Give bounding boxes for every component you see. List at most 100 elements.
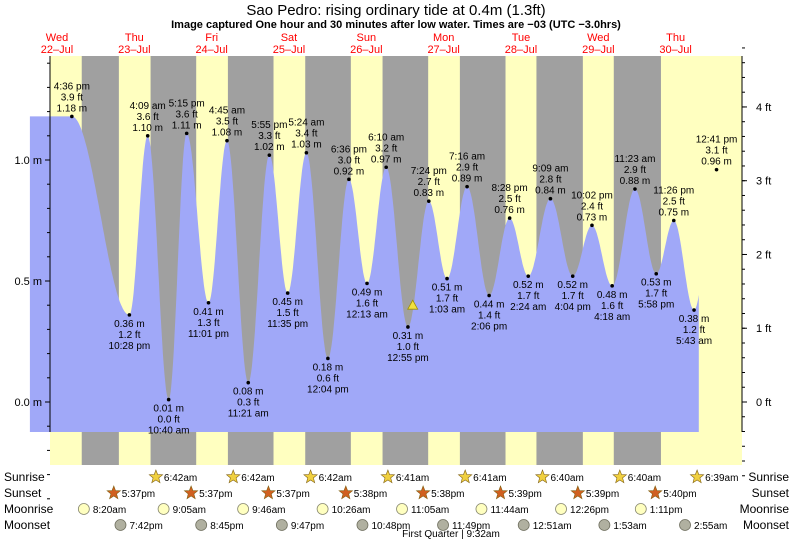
- high-tide-time: 4:09 am: [130, 101, 166, 112]
- row-label-moonset-right: Moonset: [743, 518, 790, 532]
- high-tide-point: [465, 184, 469, 189]
- high-tide-point: [590, 223, 594, 228]
- low-tide-metres: 0.36 m: [114, 319, 145, 330]
- day-date: 23–Jul: [118, 44, 150, 56]
- sunset-icon: [493, 485, 509, 500]
- moonrise-time: 11:05am: [411, 505, 449, 516]
- high-tide-metres: 0.96 m: [701, 157, 732, 168]
- moonrise-icon: [396, 503, 408, 515]
- right-tick-label: 0 ft: [756, 397, 771, 409]
- day-name: Thu: [125, 32, 144, 44]
- low-tide-point: [127, 313, 132, 317]
- moonset-icon: [195, 519, 208, 531]
- row-label-moonrise-right: Moonrise: [740, 502, 790, 516]
- chart-title: Sao Pedro: rising ordinary tide at 0.4m …: [246, 2, 545, 19]
- high-tide-metres: 0.76 m: [494, 205, 525, 216]
- sunset-icon: [338, 485, 354, 500]
- moonrise-icon: [555, 503, 567, 515]
- high-tide-point: [671, 218, 676, 223]
- sunrise-icon: [457, 469, 473, 484]
- moonrise-time: 10:26am: [332, 505, 371, 516]
- left-tick-label: 1.0 m: [14, 155, 42, 167]
- high-tide-metres: 0.89 m: [452, 174, 483, 185]
- high-tide-feet: 3.4 ft: [295, 129, 317, 140]
- low-tide-point: [526, 274, 531, 278]
- sunset-icon: [183, 485, 199, 500]
- axes: 0.0 m 0.5 m 1.0 m 0 ft 1 ft 2 ft 3 ft 4 ft: [14, 47, 771, 500]
- high-tide-feet: 3.6 ft: [176, 109, 198, 120]
- high-tide-point: [304, 150, 309, 155]
- moonrise-icon: [77, 503, 90, 515]
- left-tick-label: 0.0 m: [14, 397, 42, 409]
- high-tide-metres: 1.18 m: [57, 103, 88, 114]
- high-tide-point: [548, 196, 553, 201]
- low-tide-point: [692, 308, 696, 312]
- low-tide-metres: 0.48 m: [597, 290, 628, 301]
- high-tide-metres: 0.73 m: [577, 212, 608, 223]
- day-date: 27–Jul: [427, 44, 459, 56]
- low-tide-feet: 1.6 ft: [601, 301, 623, 312]
- low-tide-metres: 0.52 m: [513, 280, 544, 291]
- low-tide-time: 2:06 pm: [471, 322, 507, 333]
- moon-phase-label: First Quarter | 9:32am: [402, 529, 500, 539]
- high-tide-point: [714, 167, 719, 172]
- high-tide-point: [347, 177, 351, 182]
- low-tide-metres: 0.41 m: [193, 307, 224, 318]
- high-tide-time: 4:45 am: [209, 106, 245, 117]
- high-tide-feet: 2.7 ft: [418, 177, 440, 188]
- high-tide-point: [427, 199, 431, 203]
- moonset-icon: [437, 519, 449, 531]
- row-label-moonset-left: Moonset: [4, 518, 51, 532]
- moonset-icon: [517, 519, 530, 531]
- high-tide-metres: 1.03 m: [291, 140, 322, 151]
- low-tide-time: 1:03 am: [429, 305, 465, 316]
- low-tide-metres: 0.08 m: [233, 387, 264, 398]
- right-tick-label: 2 ft: [756, 249, 771, 261]
- high-tide-point: [633, 187, 637, 191]
- low-tide-time: 11:01 pm: [188, 329, 229, 340]
- high-tide-point: [145, 134, 150, 138]
- high-tide-point: [70, 114, 74, 119]
- high-tide-time: 5:15 pm: [169, 98, 205, 109]
- sunset-icon: [415, 485, 431, 500]
- low-tide-feet: 1.4 ft: [478, 311, 500, 322]
- high-tide-metres: 1.02 m: [254, 142, 285, 153]
- high-tide-feet: 2.4 ft: [581, 201, 603, 212]
- moonset-time: 11:49pm: [452, 521, 490, 532]
- tide-area: [29, 116, 699, 433]
- high-tide-feet: 3.9 ft: [61, 92, 83, 103]
- moonset-time: 9:47pm: [291, 521, 324, 532]
- low-tide-point: [487, 293, 491, 298]
- day-name: Sun: [357, 32, 377, 44]
- high-tide-metres: 0.83 m: [414, 188, 445, 199]
- low-tide-feet: 0.0 ft: [158, 415, 180, 426]
- high-tide-metres: 0.88 m: [620, 176, 651, 187]
- high-tide-feet: 3.3 ft: [258, 131, 280, 142]
- high-tide-feet: 3.6 ft: [137, 112, 159, 123]
- high-tide-time: 8:28 pm: [492, 183, 528, 194]
- sunset-icon: [106, 485, 122, 500]
- sunset-time: 5:39pm: [509, 489, 542, 500]
- low-tide-time: 11:21 am: [228, 409, 269, 420]
- high-tide-metres: 0.84 m: [535, 186, 566, 197]
- left-tick-label: 0.5 m: [14, 276, 42, 288]
- low-tide-metres: 0.45 m: [272, 297, 303, 308]
- sun-moon-table: Sunrise Sunrise Sunset Sunset Moonrise Moonri…: [4, 469, 790, 539]
- moonset-icon: [356, 519, 369, 531]
- moonset-icon: [598, 519, 611, 531]
- low-tide-point: [206, 300, 211, 305]
- moonrise-icon: [237, 503, 250, 515]
- moonrise-time: 8:20am: [93, 505, 126, 516]
- low-tide-feet: 1.3 ft: [197, 318, 219, 329]
- high-tide-metres: 1.08 m: [212, 128, 243, 139]
- low-tide-time: 4:18 am: [594, 312, 630, 323]
- high-tide-time: 11:26 pm: [653, 186, 694, 197]
- high-tide-metres: 0.97 m: [371, 154, 402, 165]
- high-tide-metres: 0.92 m: [334, 166, 365, 177]
- row-label-sunset-left: Sunset: [4, 486, 42, 500]
- high-tide-time: 6:10 am: [368, 132, 404, 143]
- low-tide-point: [246, 380, 251, 385]
- low-tide-feet: 1.6 ft: [356, 298, 378, 309]
- sunset-time: 5:39pm: [586, 489, 619, 500]
- low-tide-point: [365, 281, 369, 286]
